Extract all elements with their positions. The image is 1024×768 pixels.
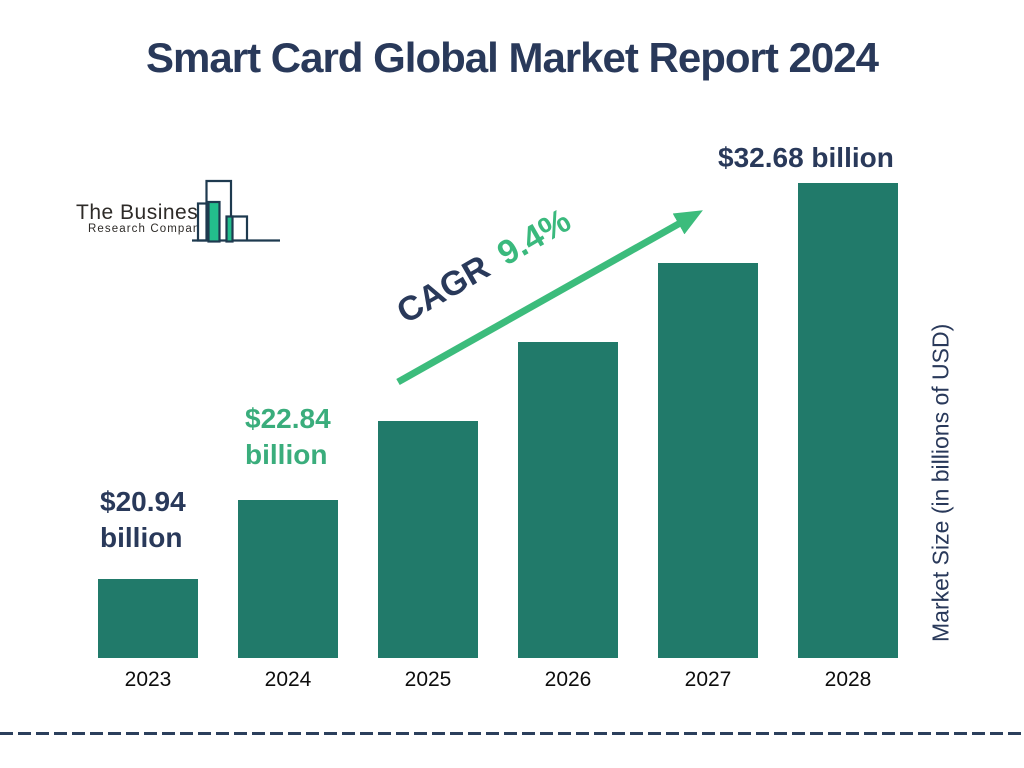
cagr-label: CAGR bbox=[390, 248, 497, 332]
value-label-2024-line2: billion bbox=[245, 439, 328, 470]
logo-company-subname: Research Company bbox=[88, 223, 208, 235]
value-label-2023-line1: $20.94 bbox=[100, 486, 186, 517]
bar-2026 bbox=[518, 342, 618, 658]
x-axis-label-2024: 2024 bbox=[264, 668, 312, 691]
cagr-value: 9.4% bbox=[491, 201, 578, 274]
company-logo: The Business Research Company bbox=[66, 177, 286, 247]
bar-2023 bbox=[98, 579, 198, 658]
chart-title: Smart Card Global Market Report 2024 bbox=[146, 34, 879, 81]
cagr-annotation: CAGR9.4% bbox=[390, 201, 578, 332]
value-label-2023: $20.94 billion bbox=[100, 484, 186, 556]
x-axis-label-2026: 2026 bbox=[544, 668, 592, 691]
bar-2028 bbox=[798, 183, 898, 658]
x-axis-label-2028: 2028 bbox=[824, 668, 872, 691]
x-axis-label-2023: 2023 bbox=[124, 668, 172, 691]
bar-2025 bbox=[378, 421, 478, 658]
bar-2024 bbox=[238, 500, 338, 658]
y-axis-label: Market Size (in billions of USD) bbox=[927, 323, 954, 643]
value-label-2023-line2: billion bbox=[100, 522, 183, 553]
logo-company-name: The Business bbox=[76, 201, 210, 224]
bar-chart-logo-icon bbox=[192, 179, 280, 243]
bottom-dashed-line bbox=[0, 732, 1024, 735]
x-axis-label-2027: 2027 bbox=[684, 668, 732, 691]
value-label-2028: $32.68 billion bbox=[718, 140, 894, 176]
value-label-2024: $22.84 billion bbox=[245, 401, 331, 473]
bar-2027 bbox=[658, 263, 758, 658]
value-label-2024-line1: $22.84 bbox=[245, 403, 331, 434]
value-label-2028-line1: $32.68 billion bbox=[718, 142, 894, 173]
x-axis-label-2025: 2025 bbox=[404, 668, 452, 691]
